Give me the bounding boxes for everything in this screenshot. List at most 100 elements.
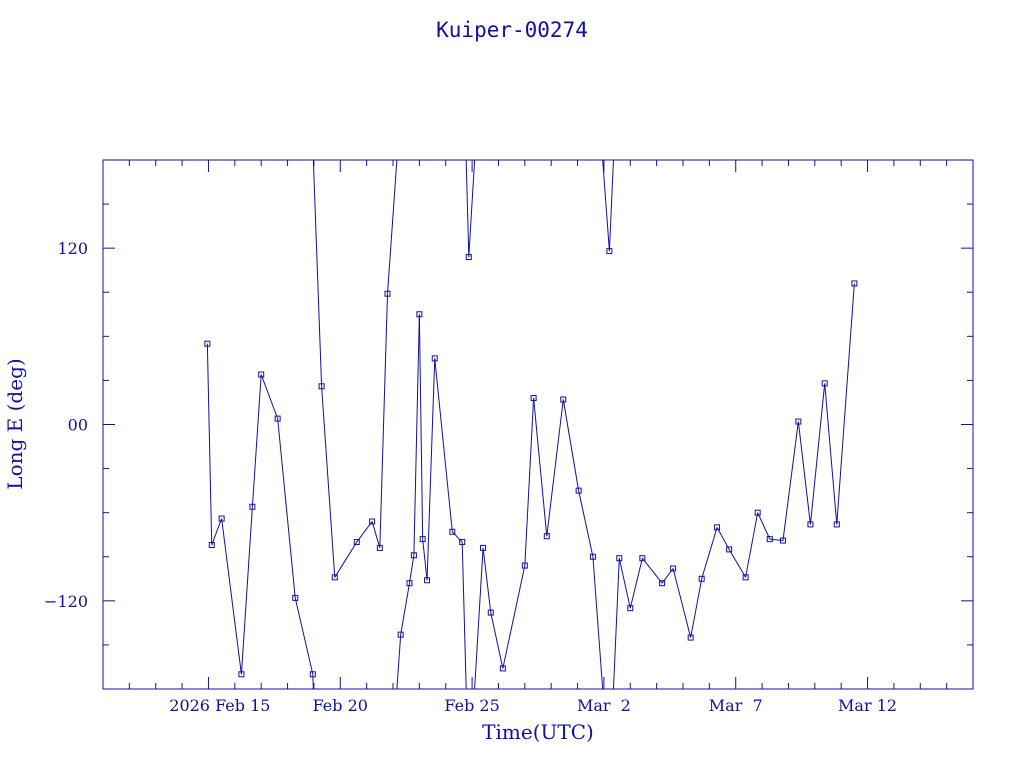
data-point bbox=[353, 539, 360, 546]
series-line-segment bbox=[408, 555, 415, 584]
series-line-segment bbox=[356, 521, 373, 543]
series-line-segment bbox=[396, 634, 402, 690]
series-line-segment bbox=[524, 398, 535, 566]
data-point bbox=[449, 528, 456, 535]
data-point bbox=[606, 248, 613, 255]
data-point bbox=[807, 521, 814, 528]
axis-ticks bbox=[102, 160, 974, 689]
data-point bbox=[779, 537, 786, 544]
x-axis-title: Time(UTC) bbox=[482, 720, 594, 744]
data-point bbox=[318, 383, 325, 390]
data-point bbox=[589, 553, 596, 560]
series-line-segment bbox=[474, 547, 484, 690]
x-tick-label: Mar 2 bbox=[577, 696, 631, 715]
data-point bbox=[459, 539, 466, 546]
series-line-segment bbox=[701, 527, 718, 579]
y-axis-title: Long E (deg) bbox=[3, 358, 27, 489]
data-point bbox=[258, 371, 265, 378]
y-tick-label: 00 bbox=[68, 416, 88, 435]
axis-tick-labels: 2026 Feb 15 Feb 20 Feb 25 Mar 2 Mar 7 Mar 12 1… bbox=[44, 239, 897, 715]
data-point bbox=[424, 577, 431, 584]
series-line-segment bbox=[592, 556, 604, 690]
series-line-segment bbox=[608, 159, 614, 252]
data-point bbox=[249, 503, 256, 510]
x-tick-label: Mar 7 bbox=[709, 696, 763, 715]
series-line-segment bbox=[562, 399, 580, 491]
data-point bbox=[487, 609, 494, 616]
series-line-segment bbox=[465, 159, 470, 257]
series-line-segment bbox=[251, 374, 262, 507]
series-line-segment bbox=[809, 383, 826, 525]
data-point bbox=[560, 396, 567, 403]
series-line-segment bbox=[461, 542, 467, 690]
series-line-segment bbox=[546, 399, 564, 537]
series-line-segment bbox=[629, 558, 643, 609]
y-tick-label: −120 bbox=[44, 592, 88, 611]
data-point bbox=[627, 605, 634, 612]
y-tick-label: 120 bbox=[57, 239, 88, 258]
series-line-segment bbox=[321, 386, 336, 578]
data-point bbox=[575, 487, 582, 494]
data-point bbox=[369, 518, 376, 525]
series-line-segment bbox=[451, 531, 463, 543]
series-line-segment bbox=[240, 506, 253, 675]
series-line-segment bbox=[757, 512, 771, 540]
data-point bbox=[218, 515, 225, 522]
data-point bbox=[309, 671, 316, 678]
series-line-segment bbox=[211, 518, 223, 546]
series-line-segment bbox=[602, 159, 610, 252]
data-point bbox=[384, 290, 391, 297]
series-line-segment bbox=[413, 314, 420, 556]
data-point bbox=[204, 340, 211, 347]
series-line-segment bbox=[824, 383, 838, 525]
series-line-segment bbox=[260, 374, 279, 419]
data-point bbox=[530, 395, 537, 402]
data-point bbox=[543, 533, 550, 540]
data-point bbox=[419, 536, 426, 543]
x-tick-label: Mar 12 bbox=[838, 696, 897, 715]
series-line-segment bbox=[312, 159, 323, 387]
data-point bbox=[480, 544, 487, 551]
data-point bbox=[821, 380, 828, 387]
series-line-segment bbox=[836, 283, 855, 525]
data-point bbox=[499, 665, 506, 672]
series-line-segment bbox=[728, 549, 747, 578]
series-line-segment bbox=[294, 597, 314, 675]
series-line-segment bbox=[277, 418, 296, 598]
series-line-segment bbox=[422, 539, 428, 581]
series-line-segment bbox=[797, 421, 811, 525]
data-point bbox=[376, 544, 383, 551]
data-point bbox=[851, 280, 858, 287]
series-line-segment bbox=[426, 358, 436, 581]
series-line-segment bbox=[400, 583, 410, 635]
series-line-segment bbox=[418, 314, 424, 540]
series-line-segment bbox=[612, 558, 620, 690]
series-line-segment bbox=[716, 527, 730, 550]
data-point bbox=[670, 565, 677, 572]
series-line-segment bbox=[482, 547, 492, 613]
data-point bbox=[659, 580, 666, 587]
data-point bbox=[410, 552, 417, 559]
data-point bbox=[698, 575, 705, 582]
x-tick-label: Feb 25 bbox=[444, 696, 499, 715]
series-line-segment bbox=[379, 293, 389, 548]
data-point bbox=[766, 536, 773, 543]
data-point bbox=[465, 253, 472, 260]
data-point bbox=[714, 524, 721, 531]
series-line-segment bbox=[221, 518, 242, 675]
data-point bbox=[639, 555, 646, 562]
data-point bbox=[521, 562, 528, 569]
series-line-segment bbox=[206, 343, 213, 546]
series-line-segment bbox=[371, 521, 381, 549]
data-point bbox=[274, 415, 281, 422]
plot-area bbox=[204, 159, 858, 690]
series-line-segment bbox=[769, 538, 784, 542]
data-point bbox=[416, 311, 423, 318]
chart-title: Kuiper-00274 bbox=[436, 18, 588, 42]
data-point bbox=[687, 634, 694, 641]
series-line-segment bbox=[533, 398, 548, 537]
data-point bbox=[431, 355, 438, 362]
data-point bbox=[331, 574, 338, 581]
series-line-segment bbox=[690, 578, 703, 638]
